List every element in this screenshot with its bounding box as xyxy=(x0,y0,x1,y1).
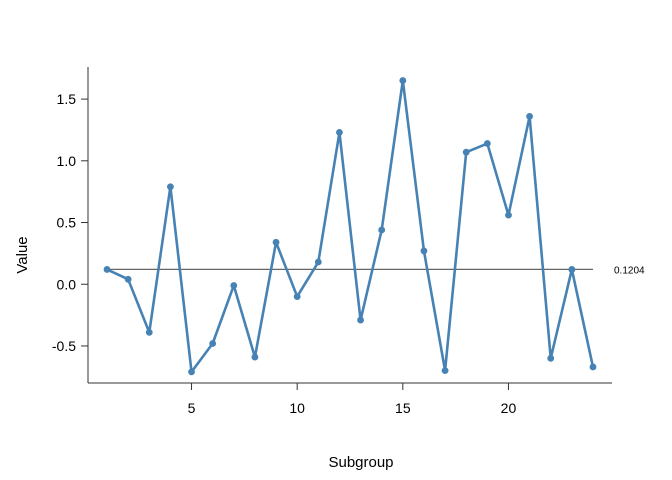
data-point xyxy=(378,226,386,234)
data-point xyxy=(547,354,555,362)
data-point xyxy=(420,247,428,255)
reference-line-group: 0.1204 xyxy=(107,265,645,276)
y-tick-label: 0.0 xyxy=(57,276,77,292)
series-group xyxy=(103,77,597,376)
x-tick-label: 20 xyxy=(501,400,517,416)
data-point xyxy=(589,363,597,371)
data-point xyxy=(462,148,470,156)
data-point xyxy=(505,211,512,219)
x-tick-label: 15 xyxy=(395,400,411,416)
data-point xyxy=(145,328,153,336)
y-tick-label: 1.5 xyxy=(57,91,77,107)
y-tick-label: 0.5 xyxy=(57,215,77,231)
center-line-label: 0.1204 xyxy=(614,265,645,276)
data-point xyxy=(167,183,174,191)
x-tick-label: 10 xyxy=(289,400,305,416)
y-tick-label: 1.0 xyxy=(57,153,77,169)
axes-group xyxy=(87,67,612,384)
data-point xyxy=(272,238,280,246)
data-point xyxy=(526,112,533,120)
y-tick-label: -0.5 xyxy=(52,338,76,354)
data-point xyxy=(357,316,364,324)
data-point xyxy=(293,293,301,300)
series-line xyxy=(106,79,595,374)
x-tick-label: 5 xyxy=(188,400,196,416)
y-axis-title: Value xyxy=(14,236,31,273)
data-point xyxy=(568,266,576,273)
x-ticks: 5 10 15 20 xyxy=(188,383,517,416)
y-ticks: -0.5 0.0 0.5 1.0 1.5 xyxy=(52,91,88,354)
data-point xyxy=(483,140,491,147)
data-point xyxy=(103,266,111,273)
data-point xyxy=(209,340,217,347)
data-point xyxy=(314,258,322,266)
data-point xyxy=(336,129,343,136)
data-point xyxy=(399,77,407,84)
data-point xyxy=(251,353,259,361)
x-axis-title: Subgroup xyxy=(328,454,393,471)
data-point xyxy=(124,275,132,283)
data-point xyxy=(230,282,238,289)
data-point xyxy=(441,367,449,375)
data-point xyxy=(188,368,195,376)
